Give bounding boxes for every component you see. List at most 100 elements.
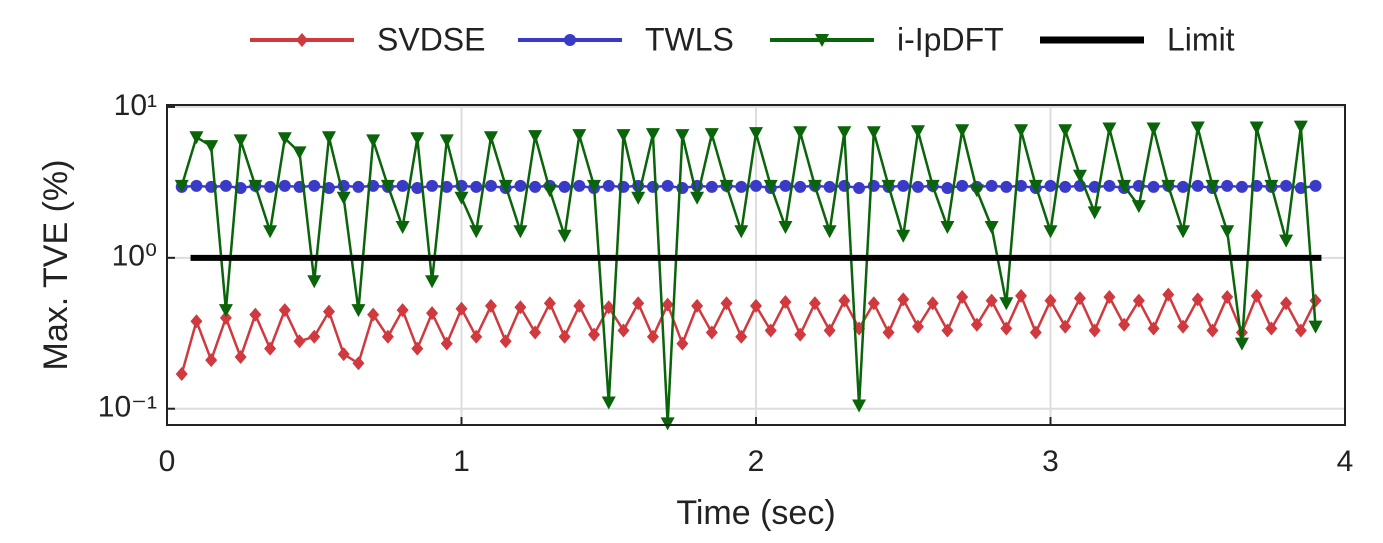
marker bbox=[322, 182, 335, 195]
marker bbox=[440, 180, 453, 193]
marker bbox=[1162, 287, 1175, 302]
marker bbox=[1280, 179, 1293, 192]
marker bbox=[925, 179, 940, 193]
marker bbox=[1146, 122, 1161, 136]
marker bbox=[1205, 179, 1220, 193]
marker bbox=[601, 396, 616, 410]
marker bbox=[1058, 124, 1073, 138]
marker bbox=[779, 294, 792, 309]
y-tick-label: 10¹ bbox=[114, 89, 157, 122]
marker bbox=[675, 129, 690, 143]
marker bbox=[1015, 179, 1028, 192]
marker bbox=[557, 229, 572, 243]
marker bbox=[852, 399, 867, 413]
marker bbox=[1250, 288, 1263, 303]
marker bbox=[1177, 180, 1190, 193]
marker bbox=[470, 180, 483, 193]
marker bbox=[793, 126, 808, 140]
marker bbox=[602, 300, 615, 315]
marker bbox=[351, 304, 366, 318]
marker bbox=[558, 180, 571, 193]
marker bbox=[322, 304, 335, 319]
marker bbox=[234, 350, 247, 365]
marker bbox=[263, 225, 278, 239]
marker bbox=[1190, 121, 1205, 135]
marker bbox=[896, 229, 911, 243]
marker bbox=[573, 298, 586, 313]
legend-label: TWLS bbox=[645, 21, 734, 57]
marker bbox=[337, 347, 350, 362]
marker bbox=[1308, 320, 1323, 334]
marker bbox=[1014, 124, 1029, 138]
marker bbox=[1044, 293, 1057, 308]
marker bbox=[1264, 179, 1279, 193]
marker bbox=[1102, 122, 1117, 136]
marker bbox=[705, 180, 718, 193]
marker bbox=[999, 297, 1014, 311]
marker bbox=[1221, 290, 1234, 305]
marker bbox=[454, 191, 469, 205]
marker bbox=[499, 334, 512, 349]
marker bbox=[1177, 319, 1190, 334]
marker bbox=[381, 329, 394, 344]
marker bbox=[984, 221, 999, 235]
marker bbox=[853, 182, 866, 195]
marker bbox=[1000, 321, 1013, 336]
marker bbox=[1044, 179, 1057, 192]
marker bbox=[189, 131, 204, 145]
marker bbox=[735, 180, 748, 193]
marker bbox=[734, 225, 749, 239]
marker bbox=[1147, 321, 1160, 336]
marker bbox=[307, 275, 322, 289]
x-tick-label: 0 bbox=[159, 445, 176, 478]
marker bbox=[690, 191, 705, 205]
marker bbox=[660, 417, 675, 431]
marker bbox=[897, 292, 910, 307]
marker bbox=[794, 180, 807, 193]
marker bbox=[1191, 179, 1204, 192]
marker bbox=[838, 293, 851, 308]
marker bbox=[778, 221, 793, 235]
marker bbox=[1117, 179, 1132, 193]
marker bbox=[308, 329, 321, 344]
marker bbox=[779, 179, 792, 192]
x-tick-label: 1 bbox=[453, 445, 470, 478]
marker bbox=[750, 179, 762, 192]
marker bbox=[1029, 325, 1042, 340]
marker bbox=[336, 191, 351, 205]
marker bbox=[691, 298, 704, 313]
marker bbox=[1235, 180, 1248, 193]
marker bbox=[941, 182, 954, 195]
marker bbox=[1147, 180, 1160, 193]
marker bbox=[1028, 179, 1043, 193]
marker bbox=[277, 132, 292, 146]
marker bbox=[513, 225, 528, 239]
series bbox=[174, 120, 1323, 431]
marker bbox=[483, 131, 498, 145]
marker bbox=[558, 329, 571, 344]
marker bbox=[1206, 323, 1219, 338]
marker bbox=[941, 323, 954, 338]
marker bbox=[293, 334, 306, 349]
marker bbox=[218, 304, 233, 318]
legend-label: SVDSE bbox=[377, 21, 485, 57]
marker bbox=[616, 129, 631, 143]
marker bbox=[867, 296, 880, 311]
marker bbox=[352, 356, 365, 371]
marker bbox=[484, 298, 497, 313]
marker bbox=[321, 131, 336, 145]
y-axis-label: Max. TVE (%) bbox=[37, 160, 75, 371]
marker bbox=[1220, 225, 1235, 239]
marker bbox=[410, 132, 425, 146]
marker bbox=[439, 134, 454, 148]
marker bbox=[426, 306, 439, 321]
marker bbox=[1015, 288, 1028, 303]
marker bbox=[970, 317, 983, 332]
marker bbox=[1059, 319, 1072, 334]
marker bbox=[1293, 120, 1308, 134]
marker bbox=[911, 180, 924, 193]
marker bbox=[455, 301, 468, 316]
marker bbox=[1087, 206, 1102, 220]
marker bbox=[645, 128, 660, 142]
marker bbox=[735, 329, 748, 344]
